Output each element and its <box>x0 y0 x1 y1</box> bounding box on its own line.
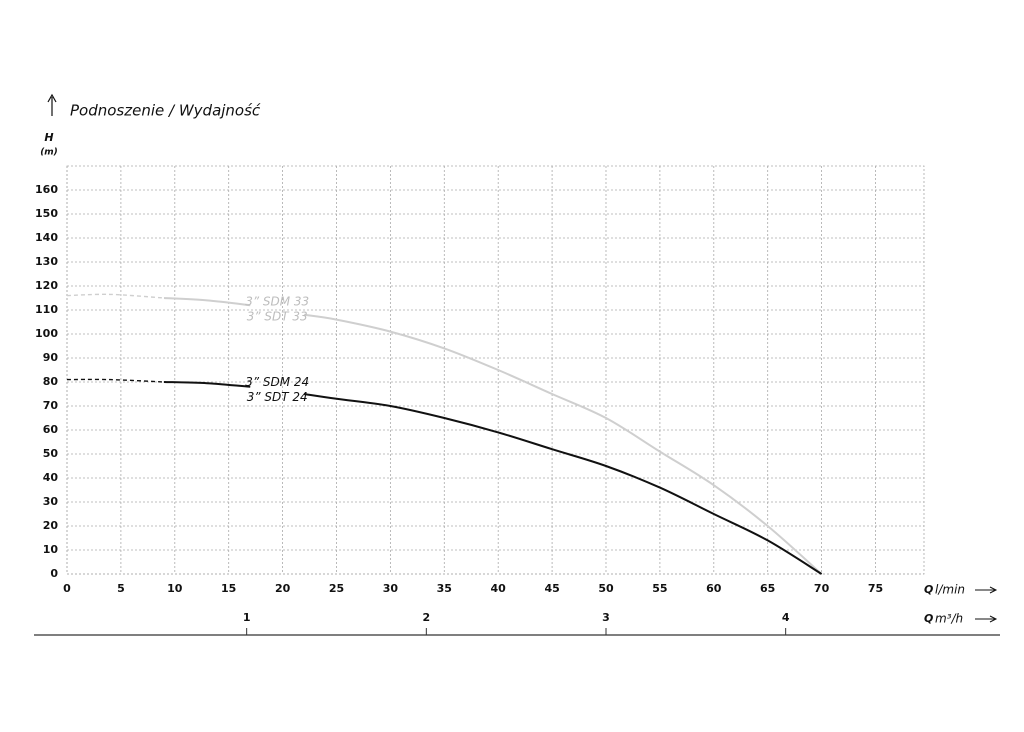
y-tick-label: 150 <box>35 207 58 220</box>
y-tick-label: 140 <box>35 231 58 244</box>
x-tick-label: 40 <box>491 582 507 595</box>
curve <box>163 381 823 575</box>
x-tick-label: 45 <box>544 582 559 595</box>
x2-tick-label: 2 <box>423 611 431 624</box>
x-tick-label: 30 <box>383 582 399 595</box>
chart-title: Podnoszenie / Wydajność <box>70 102 261 120</box>
y-tick-label: 80 <box>43 375 59 388</box>
y-tick-label: 110 <box>35 303 58 316</box>
y-tick-label: 10 <box>43 543 59 556</box>
x-label-unit: l/min <box>935 583 965 597</box>
title-arrow-head <box>47 93 57 103</box>
y-label: H <box>44 131 53 144</box>
x2-tick-label: 4 <box>782 611 790 624</box>
x2-tick-label: 1 <box>243 611 251 624</box>
y-tick-label: 20 <box>43 519 59 532</box>
x-tick-label: 5 <box>117 582 125 595</box>
x-tick-label: 55 <box>652 582 667 595</box>
x2-label-q: Q <box>924 612 933 625</box>
y-tick-label: 70 <box>43 399 59 412</box>
axis-arrows <box>975 586 998 623</box>
y-tick-label: 130 <box>35 255 58 268</box>
x-tick-label: 75 <box>868 582 883 595</box>
x-tick-label: 60 <box>706 582 722 595</box>
x-tick-label: 70 <box>814 582 830 595</box>
y-unit: (m) <box>40 148 58 158</box>
x-tick-label: 15 <box>221 582 236 595</box>
y-tick-label: 120 <box>35 279 58 292</box>
x-tick-label: 25 <box>329 582 344 595</box>
x-tick-label: 10 <box>167 582 183 595</box>
x-tick-label: 0 <box>63 582 71 595</box>
x-tick-label: 65 <box>760 582 775 595</box>
y-tick-label: 30 <box>43 495 59 508</box>
curve-dashed <box>66 293 165 299</box>
y-tick-label: 50 <box>43 447 59 460</box>
curve-dashed <box>66 378 165 383</box>
y-tick-label: 90 <box>43 351 59 364</box>
x2-label-unit: m³/h <box>935 612 963 626</box>
x-label-q: Q <box>924 583 933 596</box>
plot-frame <box>66 165 925 575</box>
x-tick-label: 20 <box>275 582 291 595</box>
x2-tick-label: 3 <box>602 611 610 624</box>
y-tick-label: 0 <box>50 567 58 580</box>
x-tick-label: 50 <box>598 582 614 595</box>
x-tick-label: 35 <box>437 582 452 595</box>
curve <box>163 297 823 575</box>
curve-label: 3” SDM 33 <box>245 295 309 309</box>
curve-label: 3” SDM 24 <box>245 375 309 389</box>
y-tick-label: 100 <box>35 327 58 340</box>
y-tick-label: 60 <box>43 423 59 436</box>
y-tick-label: 160 <box>35 183 58 196</box>
y-tick-label: 40 <box>43 471 59 484</box>
curve-label: 3” SDT 24 <box>247 390 308 404</box>
curve-label: 3” SDT 33 <box>247 310 308 324</box>
